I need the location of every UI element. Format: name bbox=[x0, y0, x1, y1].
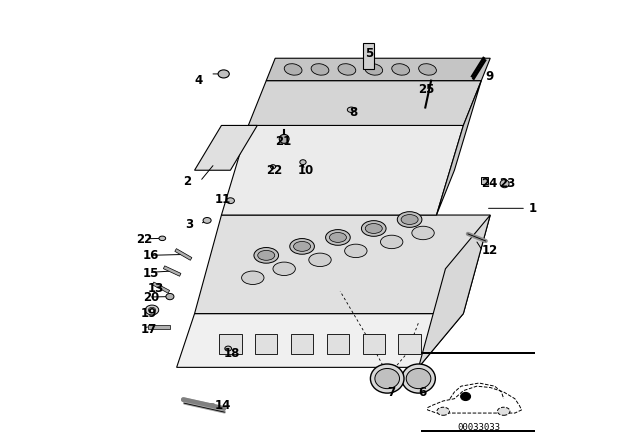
Ellipse shape bbox=[218, 70, 229, 78]
Text: 22: 22 bbox=[136, 233, 152, 246]
Text: 14: 14 bbox=[215, 399, 231, 412]
Ellipse shape bbox=[362, 221, 386, 237]
Polygon shape bbox=[195, 215, 490, 314]
Bar bbox=[421, 352, 535, 354]
Ellipse shape bbox=[402, 364, 435, 393]
Polygon shape bbox=[221, 125, 463, 215]
Bar bbox=[398, 334, 421, 354]
Text: 8: 8 bbox=[349, 105, 357, 119]
Polygon shape bbox=[436, 81, 481, 215]
Text: 22: 22 bbox=[266, 164, 282, 177]
Text: 00033033: 00033033 bbox=[458, 423, 500, 432]
Text: 21: 21 bbox=[275, 134, 291, 148]
Ellipse shape bbox=[203, 218, 211, 224]
Ellipse shape bbox=[406, 368, 431, 389]
Polygon shape bbox=[419, 215, 490, 367]
Ellipse shape bbox=[279, 134, 289, 143]
FancyArrow shape bbox=[163, 266, 181, 276]
Ellipse shape bbox=[375, 368, 399, 389]
FancyArrow shape bbox=[175, 249, 192, 260]
FancyArrow shape bbox=[148, 325, 170, 329]
Ellipse shape bbox=[294, 241, 310, 251]
Ellipse shape bbox=[330, 233, 346, 242]
Ellipse shape bbox=[254, 247, 278, 263]
Text: 11: 11 bbox=[215, 193, 231, 206]
Bar bbox=[219, 334, 242, 354]
Bar bbox=[291, 334, 314, 354]
Text: 13: 13 bbox=[148, 282, 164, 296]
Ellipse shape bbox=[309, 253, 332, 267]
Ellipse shape bbox=[419, 64, 436, 75]
Polygon shape bbox=[248, 81, 481, 125]
Ellipse shape bbox=[227, 198, 234, 203]
Text: 9: 9 bbox=[486, 69, 494, 83]
Ellipse shape bbox=[166, 293, 174, 300]
Text: 12: 12 bbox=[481, 244, 497, 258]
Text: 16: 16 bbox=[143, 249, 159, 262]
Bar bbox=[327, 334, 349, 354]
Ellipse shape bbox=[344, 244, 367, 258]
FancyArrow shape bbox=[152, 282, 170, 293]
Ellipse shape bbox=[365, 224, 382, 233]
Ellipse shape bbox=[290, 238, 314, 254]
Polygon shape bbox=[195, 125, 257, 170]
Ellipse shape bbox=[159, 236, 166, 241]
Bar bbox=[362, 43, 374, 69]
Text: 18: 18 bbox=[224, 347, 240, 361]
Ellipse shape bbox=[148, 307, 156, 313]
Polygon shape bbox=[266, 58, 490, 81]
Text: 25: 25 bbox=[419, 83, 435, 96]
Ellipse shape bbox=[461, 392, 470, 401]
Ellipse shape bbox=[326, 229, 350, 246]
Bar bbox=[362, 334, 385, 354]
Ellipse shape bbox=[380, 235, 403, 249]
Ellipse shape bbox=[300, 160, 306, 165]
Ellipse shape bbox=[412, 226, 435, 240]
Ellipse shape bbox=[258, 250, 275, 260]
Text: 19: 19 bbox=[141, 307, 157, 320]
Ellipse shape bbox=[397, 212, 422, 228]
Polygon shape bbox=[177, 314, 463, 367]
Ellipse shape bbox=[437, 407, 449, 415]
Ellipse shape bbox=[401, 215, 418, 224]
Text: 20: 20 bbox=[143, 291, 159, 305]
Text: 7: 7 bbox=[387, 385, 396, 399]
Ellipse shape bbox=[365, 64, 383, 75]
Text: 24: 24 bbox=[481, 177, 498, 190]
Text: 4: 4 bbox=[195, 74, 203, 87]
Bar bbox=[421, 430, 535, 432]
Ellipse shape bbox=[392, 64, 410, 75]
Bar bbox=[255, 334, 278, 354]
Text: 3: 3 bbox=[186, 217, 194, 231]
Ellipse shape bbox=[242, 271, 264, 284]
Bar bbox=[481, 177, 488, 184]
Text: 6: 6 bbox=[419, 385, 427, 399]
Text: 5: 5 bbox=[365, 47, 373, 60]
Ellipse shape bbox=[348, 107, 355, 112]
Ellipse shape bbox=[311, 64, 329, 75]
Ellipse shape bbox=[371, 364, 404, 393]
Text: 2: 2 bbox=[184, 175, 191, 188]
Ellipse shape bbox=[497, 407, 510, 415]
Ellipse shape bbox=[338, 64, 356, 75]
Text: 17: 17 bbox=[141, 323, 157, 336]
Text: 10: 10 bbox=[298, 164, 314, 177]
Ellipse shape bbox=[270, 165, 276, 169]
Ellipse shape bbox=[225, 346, 232, 351]
Ellipse shape bbox=[145, 305, 159, 315]
Ellipse shape bbox=[284, 64, 302, 75]
Text: 23: 23 bbox=[499, 177, 515, 190]
Ellipse shape bbox=[273, 262, 296, 276]
Text: 15: 15 bbox=[143, 267, 159, 280]
Ellipse shape bbox=[500, 180, 509, 188]
Text: 1: 1 bbox=[529, 202, 536, 215]
